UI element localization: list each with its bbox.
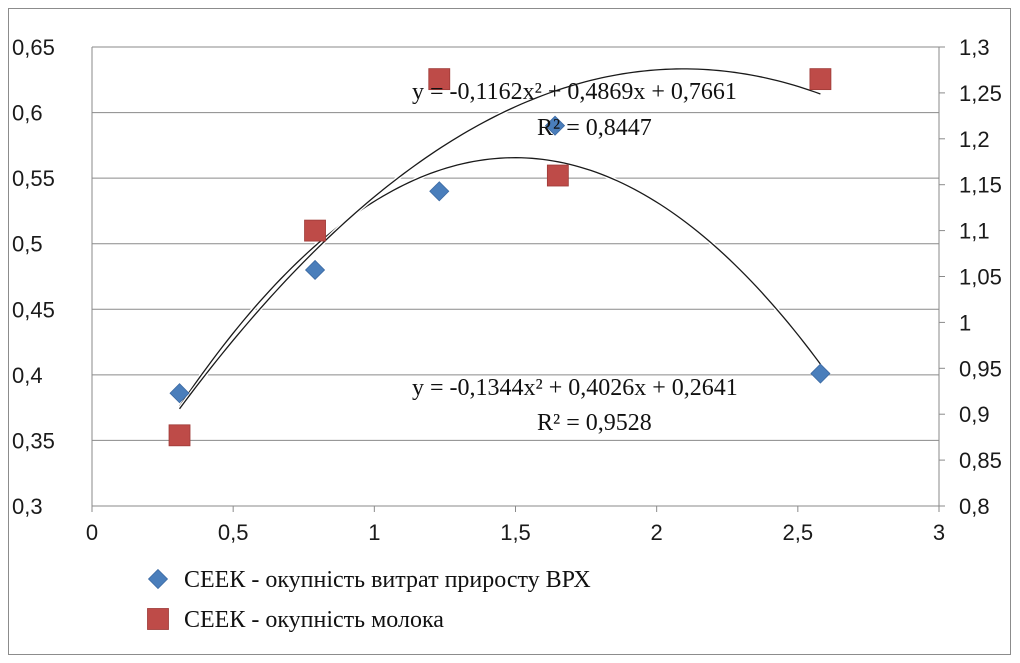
x-tick-label: 1	[368, 520, 380, 545]
x-tick-label: 2	[651, 520, 663, 545]
legend: СЕЕК - окупність витрат приросту ВРХ СЕЕК…	[147, 567, 591, 633]
y-right-tick-label: 0,9	[959, 402, 990, 427]
x-tick-label: 2,5	[783, 520, 814, 545]
trendline-halo-2	[177, 66, 822, 411]
x-tick-label: 3	[933, 520, 945, 545]
legend-marker-square	[147, 608, 169, 630]
point-series-1	[429, 181, 450, 202]
chart-svg: 0,3 0,35 0,4 0,45 0,5 0,55 0,6 0,65 0,8 0,85 0,9 0,…	[12, 35, 1002, 633]
trendline-1	[178, 157, 821, 407]
point-series-2	[168, 424, 191, 447]
y-left-tick-label: 0,6	[12, 101, 43, 126]
legend-label-2: СЕЕК - окупність молока	[184, 607, 444, 633]
data-points	[168, 68, 832, 447]
y-left-tick-label: 0,45	[12, 297, 55, 322]
axes: 0,3 0,35 0,4 0,45 0,5 0,55 0,6 0,65 0,8 0,85 0,9 0,…	[12, 35, 1002, 545]
equation-top: y = -0,1162x² + 0,4869x + 0,7661	[412, 79, 737, 105]
point-series-2	[809, 68, 832, 91]
y-left-tick-label: 0,35	[12, 428, 55, 453]
point-series-1	[169, 383, 190, 404]
y-right-tick-label: 1,15	[959, 173, 1002, 198]
y-right-tick-label: 1,1	[959, 219, 990, 244]
point-series-1	[304, 259, 326, 281]
point-series-2	[546, 164, 569, 187]
trendlines	[177, 66, 823, 411]
y-left-tick-label: 0,5	[12, 232, 43, 257]
legend-label-1: СЕЕК - окупність витрат приросту ВРХ	[184, 567, 591, 593]
y-left-tick-label: 0,4	[12, 363, 43, 388]
y-right-tick-label: 1,2	[959, 127, 990, 152]
legend-marker-diamond	[147, 568, 169, 590]
trendline-2	[178, 68, 821, 410]
gridlines	[92, 46, 939, 507]
y-right-tick-label: 1,3	[959, 35, 990, 60]
point-series-2	[304, 219, 326, 242]
x-tick-label: 0	[86, 520, 98, 545]
chart-frame: 0,3 0,35 0,4 0,45 0,5 0,55 0,6 0,65 0,8 0,85 0,9 0,…	[8, 8, 1011, 655]
x-tick-label: 0,5	[218, 520, 249, 545]
point-series-1	[544, 115, 566, 136]
y-right-tick-label: 1	[959, 310, 971, 335]
y-right-tick-label: 0,8	[959, 494, 990, 519]
y-left-tick-label: 0,55	[12, 166, 55, 191]
equation-bottom: y = -0,1344x² + 0,4026x + 0,2641	[412, 375, 738, 401]
point-series-2	[428, 68, 451, 91]
x-tick-label: 1,5	[500, 520, 531, 545]
y-left-tick-label: 0,3	[12, 494, 43, 519]
point-series-1	[810, 363, 831, 384]
y-right-tick-label: 1,05	[959, 265, 1002, 290]
y-left-tick-label: 0,65	[12, 35, 55, 60]
y-right-tick-label: 0,95	[959, 356, 1002, 381]
annotations: y = -0,1162x² + 0,4869x + 0,7661 R² = 0,…	[412, 79, 738, 436]
y-right-tick-label: 1,25	[959, 81, 1002, 106]
r-squared-bottom: R² = 0,9528	[537, 410, 652, 436]
r-squared-top: R² = 0,8447	[537, 115, 652, 141]
trendline-halo-1	[177, 155, 823, 408]
y-right-tick-label: 0,85	[959, 448, 1002, 473]
